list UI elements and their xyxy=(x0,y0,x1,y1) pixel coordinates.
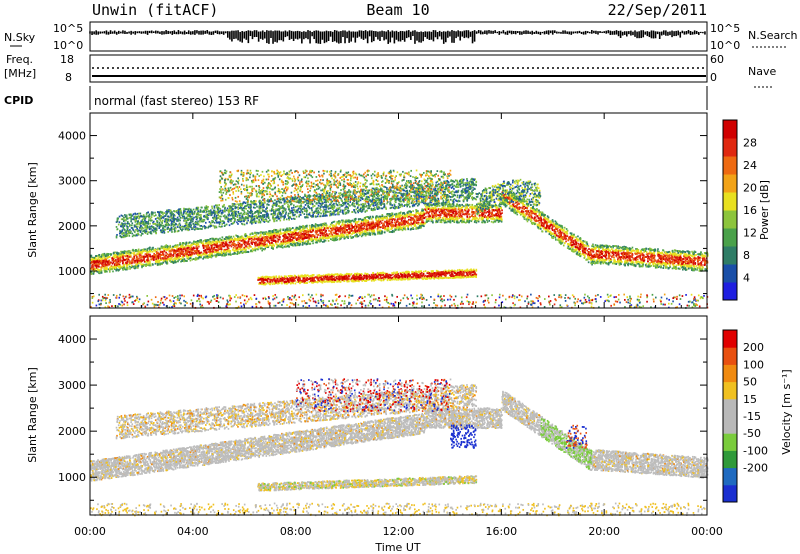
velocity-y-axis: 1000 2000 3000 4000 xyxy=(58,333,707,501)
x-tick-label: 04:00 xyxy=(177,525,209,538)
y-tick-label: 3000 xyxy=(58,379,86,392)
colorbar-tick-label: -100 xyxy=(743,444,768,457)
colorbar-swatch xyxy=(723,330,737,348)
y-tick-label: 2000 xyxy=(58,425,86,438)
colorbar-swatch xyxy=(723,467,737,486)
colorbar-swatch xyxy=(723,120,737,139)
y-tick-label: 1000 xyxy=(58,265,86,278)
noise-panel: N.Sky 10^5 10^0 10^5 10^0 N.Search xyxy=(4,21,798,52)
nsearch-label: N.Search xyxy=(748,29,798,42)
colorbar-swatch xyxy=(723,433,737,451)
power-scatter-field xyxy=(90,169,709,309)
colorbar-swatch xyxy=(723,192,737,211)
power-y-label: Slant Range [km] xyxy=(26,162,39,258)
velocity-y-label: Slant Range [km] xyxy=(26,367,39,463)
colorbar-tick-label: 20 xyxy=(743,182,757,195)
velocity-scatter-field xyxy=(90,378,709,517)
velocity-panel: 1000 2000 3000 4000 Slant Range [km] 200 100… xyxy=(26,315,793,517)
colorbar-swatch xyxy=(723,381,737,400)
colorbar-tick-label: 50 xyxy=(743,376,757,389)
freq-unit-label: [MHz] xyxy=(4,67,36,80)
power-colorbar: 4 8 12 16 20 24 28 xyxy=(722,119,757,301)
velocity-colorbar: 200 100 50 15 -15 -50 -100 -200 xyxy=(722,329,768,503)
colorbar-tick-label: -15 xyxy=(743,410,761,423)
radar-title: Unwin (fitACF) xyxy=(92,1,218,19)
velocity-colorbar-label: Velocity [m s⁻¹] xyxy=(780,369,793,454)
colorbar-swatch xyxy=(723,246,737,265)
colorbar-swatch xyxy=(723,264,737,283)
colorbar-swatch xyxy=(723,347,737,365)
cpid-text: normal (fast stereo) 153 RF xyxy=(94,94,259,108)
x-tick-label: 20:00 xyxy=(588,525,620,538)
nave-label: Nave xyxy=(748,65,776,78)
colorbar-tick-label: 8 xyxy=(743,249,750,262)
x-tick-label: 00:00 xyxy=(691,525,723,538)
x-axis-label: Time UT xyxy=(374,541,420,554)
freq-tick-low: 8 xyxy=(65,71,72,84)
nave-tick-high: 60 xyxy=(710,53,724,66)
colorbar-tick-label: 12 xyxy=(743,227,757,240)
beam-title: Beam 10 xyxy=(366,1,429,19)
power-y-axis: 1000 2000 3000 4000 xyxy=(58,130,707,295)
x-tick-label: 08:00 xyxy=(280,525,312,538)
colorbar-tick-label: 4 xyxy=(743,272,750,285)
power-colorbar-label: Power [dB] xyxy=(758,180,771,240)
y-tick-label: 3000 xyxy=(58,175,86,188)
colorbar-tick-label: 24 xyxy=(743,159,757,172)
y-tick-label: 2000 xyxy=(58,220,86,233)
colorbar-swatch xyxy=(723,282,737,301)
colorbar-tick-label: 15 xyxy=(743,393,757,406)
y-tick-label: 4000 xyxy=(58,333,86,346)
colorbar-swatch xyxy=(723,174,737,193)
power-panel: 1000 2000 3000 4000 Slant Range [km] 4 8 12 16… xyxy=(26,112,771,309)
colorbar-swatch xyxy=(723,138,737,157)
colorbar-tick-label: 100 xyxy=(743,358,764,371)
nsky-label: N.Sky xyxy=(4,31,36,44)
colorbar-tick-label: -200 xyxy=(743,462,768,475)
cpid-label: CPID xyxy=(4,94,33,107)
noise-tick-left-high: 10^5 xyxy=(53,22,83,35)
cpid-panel: CPID normal (fast stereo) 153 RF xyxy=(4,86,708,110)
freq-panel: Freq. [MHz] 18 8 60 0 Nave xyxy=(4,53,776,88)
date-title: 22/Sep/2011 xyxy=(608,1,707,19)
freq-label: Freq. xyxy=(6,53,33,66)
nave-tick-low: 0 xyxy=(710,71,717,84)
y-tick-label: 4000 xyxy=(58,130,86,143)
noise-tick-right-low: 10^0 xyxy=(710,39,740,52)
colorbar-swatch xyxy=(723,398,737,417)
colorbar-swatch xyxy=(723,416,737,434)
x-tick-label: 12:00 xyxy=(383,525,415,538)
colorbar-swatch xyxy=(723,156,737,175)
colorbar-tick-label: -50 xyxy=(743,427,761,440)
colorbar-swatch xyxy=(723,364,737,383)
colorbar-tick-label: 16 xyxy=(743,204,757,217)
noise-trace xyxy=(89,30,706,44)
noise-tick-right-high: 10^5 xyxy=(710,22,740,35)
time-x-axis: 00:00 04:00 08:00 12:00 16:00 20:00 00:00 xyxy=(74,113,723,538)
colorbar-swatch xyxy=(723,484,737,503)
colorbar-swatch xyxy=(723,210,737,229)
colorbar-tick-label: 28 xyxy=(743,137,757,150)
colorbar-swatch xyxy=(723,228,737,247)
y-tick-label: 1000 xyxy=(58,471,86,484)
x-tick-label: 16:00 xyxy=(485,525,517,538)
noise-tick-left-low: 10^0 xyxy=(53,39,83,52)
freq-tick-high: 18 xyxy=(60,53,74,66)
colorbar-swatch xyxy=(723,450,737,469)
colorbar-tick-label: 200 xyxy=(743,341,764,354)
x-tick-label: 00:00 xyxy=(74,525,106,538)
